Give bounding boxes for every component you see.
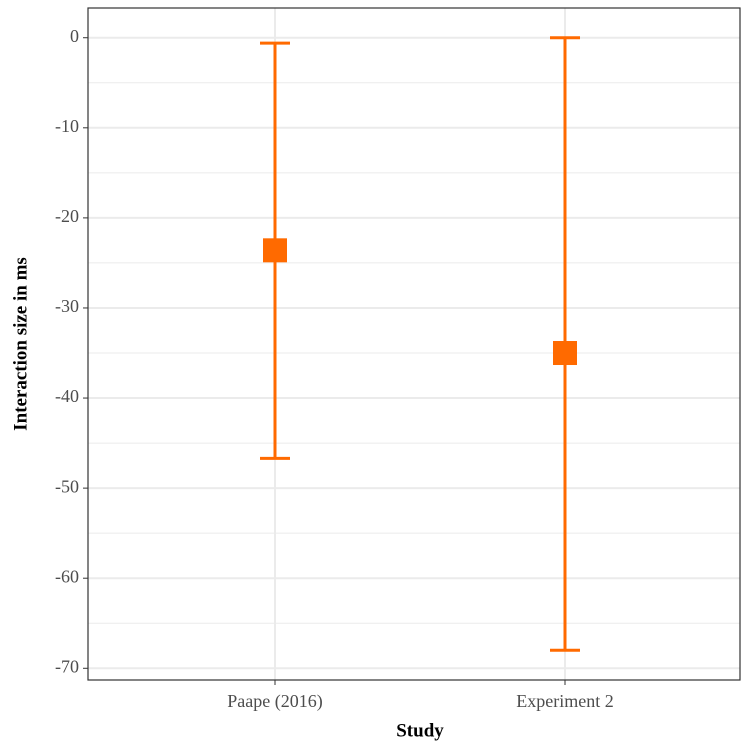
y-axis-title: Interaction size in ms [10,257,31,431]
y-tick-label: -10 [55,116,79,136]
y-tick-label: -70 [55,656,79,676]
x-tick-label: Paape (2016) [227,691,322,712]
y-tick-label: 0 [70,26,79,46]
y-tick-label: -20 [55,206,79,226]
y-tick-label: -40 [55,386,79,406]
point [553,341,577,366]
point [263,238,287,263]
x-axis-title: Study [396,720,444,741]
panel [88,8,740,680]
y-tick-label: -30 [55,296,79,316]
x-tick-label: Experiment 2 [516,691,613,711]
panel-border [87,7,741,681]
y-tick-label: -60 [55,566,79,586]
y-tick-label: -50 [55,476,79,496]
